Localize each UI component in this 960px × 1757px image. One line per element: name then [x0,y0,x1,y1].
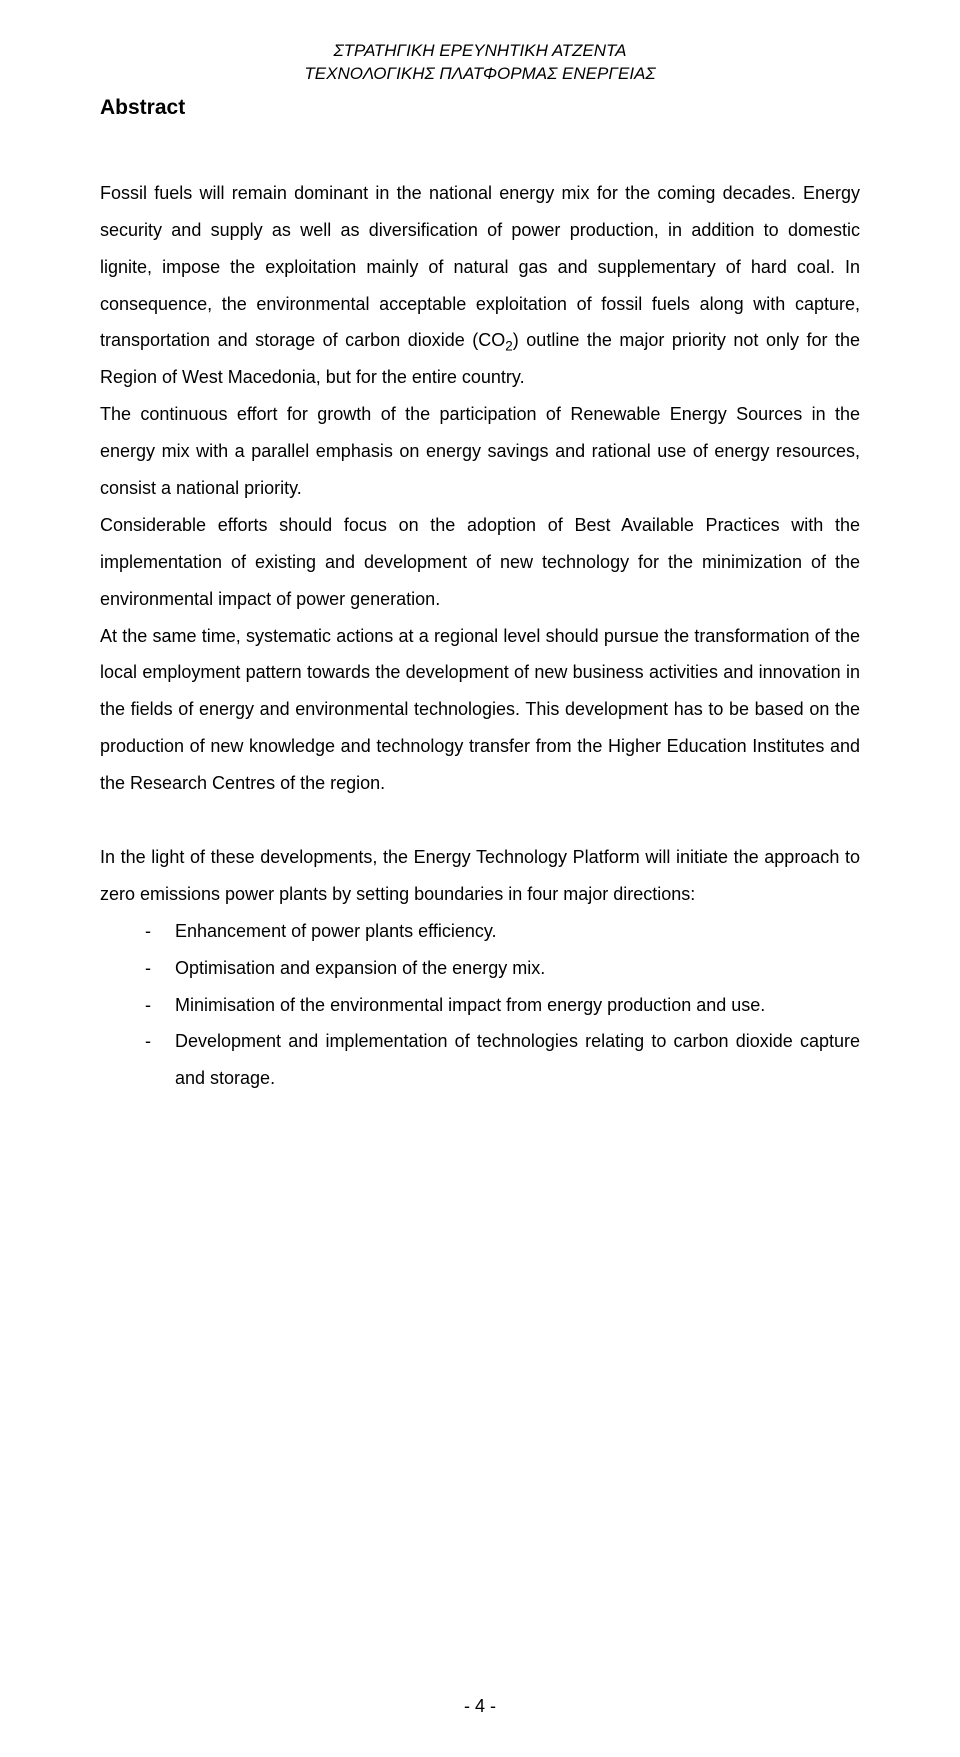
list-item: Minimisation of the environmental impact… [145,987,860,1024]
paragraph-1-a: Fossil fuels will remain dominant in the… [100,183,860,351]
paragraph-3: Considerable efforts should focus on the… [100,507,860,618]
body-text-block-2: In the light of these developments, the … [100,839,860,1097]
list-item: Optimisation and expansion of the energy… [145,950,860,987]
list-item: Development and implementation of techno… [145,1023,860,1097]
header-line-2: ΤΕΧΝΟΛΟΓΙΚΗΣ ΠΛΑΤΦΟΡΜΑΣ ΕΝΕΡΓΕΙΑΣ [100,63,860,86]
abstract-title: Abstract [100,96,860,120]
body-text-block-1: Fossil fuels will remain dominant in the… [100,175,860,802]
list-item: Enhancement of power plants efficiency. [145,913,860,950]
paragraph-5: In the light of these developments, the … [100,839,860,913]
paragraph-2: The continuous effort for growth of the … [100,396,860,507]
paragraph-1: Fossil fuels will remain dominant in the… [100,175,860,396]
page-number: - 4 - [0,1696,960,1717]
directions-list: Enhancement of power plants efficiency. … [100,913,860,1097]
co2-subscript: 2 [505,339,513,354]
page-header: ΣΤΡΑΤΗΓΙΚΗ ΕΡΕΥΝΗΤΙΚΗ ΑΤΖΕΝΤΑ ΤΕΧΝΟΛΟΓΙΚ… [100,40,860,86]
paragraph-4: At the same time, systematic actions at … [100,618,860,802]
header-line-1: ΣΤΡΑΤΗΓΙΚΗ ΕΡΕΥΝΗΤΙΚΗ ΑΤΖΕΝΤΑ [100,40,860,63]
